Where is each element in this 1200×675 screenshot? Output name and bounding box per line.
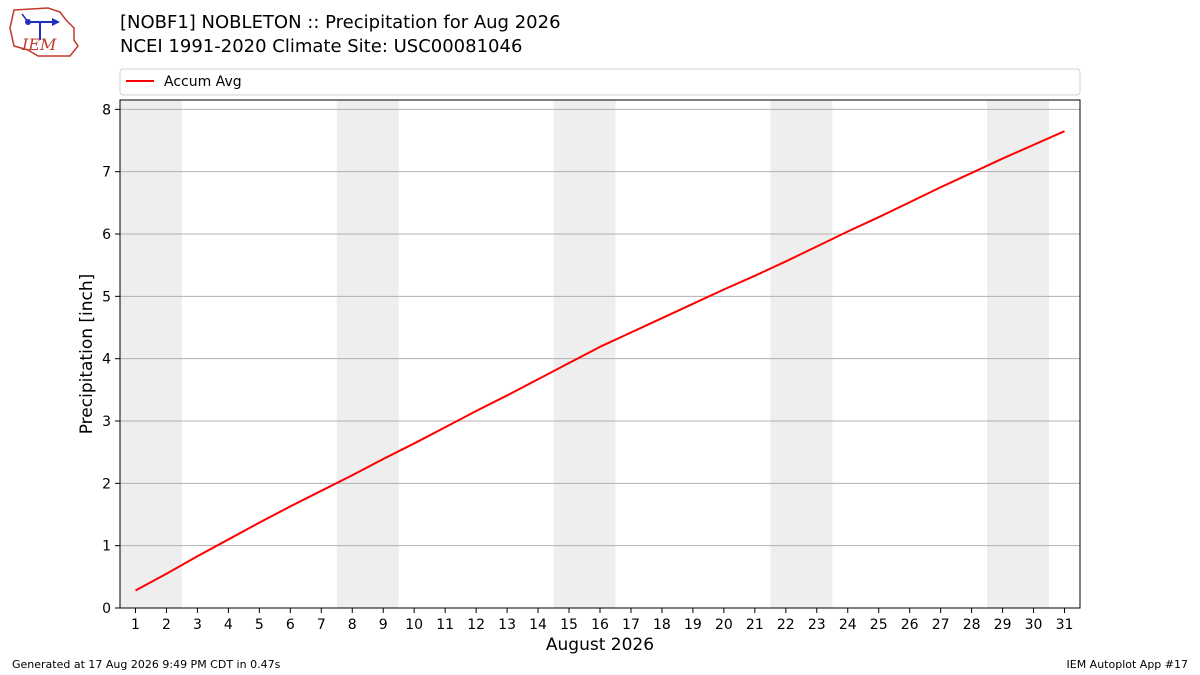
- generated-timestamp: Generated at 17 Aug 2026 9:49 PM CDT in …: [12, 658, 281, 671]
- x-tick-label: 4: [224, 617, 233, 633]
- plot-frame: [119, 99, 1081, 609]
- weekend-band: [987, 100, 1050, 608]
- x-tick-label: 31: [1056, 617, 1074, 633]
- x-tick-label: 9: [379, 617, 388, 633]
- x-tick-label: 10: [405, 617, 423, 633]
- y-axis-label: Precipitation [inch]: [77, 274, 97, 435]
- x-tick-label: 13: [498, 617, 516, 633]
- x-tick-label: 7: [317, 617, 326, 633]
- series-line-accum-avg: [135, 130, 1065, 592]
- y-tick-label: 6: [102, 227, 111, 243]
- x-tick-label: 5: [255, 617, 264, 633]
- legend-label: Accum Avg: [164, 74, 242, 90]
- y-tick-label: 4: [102, 352, 111, 368]
- weekend-band: [336, 100, 399, 608]
- y-tick-label: 1: [102, 539, 111, 555]
- x-tick-label: 20: [715, 617, 733, 633]
- y-tick-label: 0: [102, 601, 111, 617]
- y-tick-label: 5: [102, 289, 111, 305]
- x-tick-label: 16: [591, 617, 609, 633]
- x-tick-label: 26: [901, 617, 919, 633]
- x-tick-label: 25: [870, 617, 888, 633]
- x-tick-label: 1: [131, 617, 140, 633]
- x-tick-label: 21: [746, 617, 764, 633]
- x-tick-label: 12: [467, 617, 485, 633]
- weekend-band: [770, 100, 833, 608]
- x-tick-label: 18: [653, 617, 671, 633]
- x-tick-label: 2: [162, 617, 171, 633]
- y-tick-label: 8: [102, 102, 111, 118]
- x-axis-label: August 2026: [546, 635, 654, 655]
- y-tick-label: 2: [102, 476, 111, 492]
- iem-logo: IEM: [9, 7, 79, 57]
- y-tick-label: 3: [102, 414, 111, 430]
- logo-text: IEM: [21, 35, 57, 54]
- x-tick-label: 24: [839, 617, 857, 633]
- x-tick-label: 28: [963, 617, 981, 633]
- chart-title: [NOBF1] NOBLETON :: Precipitation for Au…: [120, 12, 561, 33]
- x-tick-label: 11: [436, 617, 454, 633]
- x-tick-label: 14: [529, 617, 547, 633]
- weekend-band: [120, 100, 182, 608]
- x-tick-label: 6: [286, 617, 295, 633]
- chart-subtitle: NCEI 1991-2020 Climate Site: USC00081046: [120, 36, 523, 57]
- x-tick-label: 19: [684, 617, 702, 633]
- x-tick-label: 22: [777, 617, 795, 633]
- x-tick-label: 15: [560, 617, 578, 633]
- x-tick-label: 23: [808, 617, 826, 633]
- legend-box: [119, 68, 1081, 96]
- x-tick-label: 30: [1025, 617, 1043, 633]
- x-tick-label: 29: [994, 617, 1012, 633]
- x-tick-label: 8: [348, 617, 357, 633]
- x-tick-label: 17: [622, 617, 640, 633]
- y-tick-label: 7: [102, 165, 111, 181]
- x-tick-label: 27: [932, 617, 950, 633]
- x-tick-label: 3: [193, 617, 202, 633]
- app-credit: IEM Autoplot App #17: [1066, 658, 1189, 671]
